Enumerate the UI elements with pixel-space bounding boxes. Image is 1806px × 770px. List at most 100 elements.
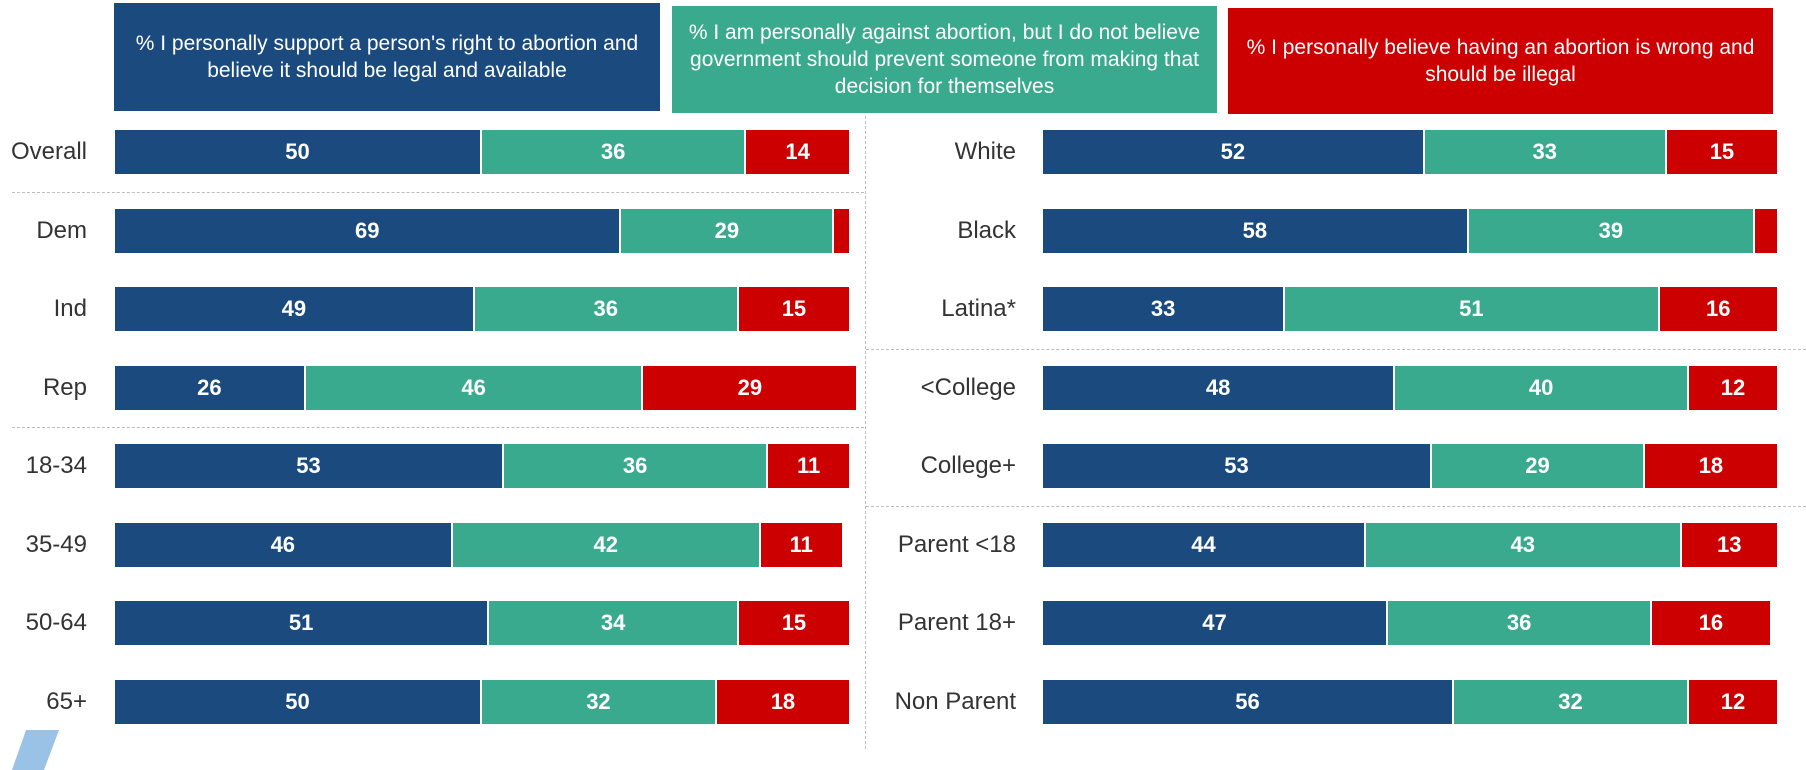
- bar-segment-against-personal: 46: [305, 366, 644, 410]
- bar-segment-against-personal: 39: [1468, 209, 1755, 253]
- stacked-bar: 49 36 15: [115, 287, 849, 331]
- category-label: Rep: [42, 374, 87, 401]
- bar-segment-against-personal: 36: [1387, 601, 1653, 645]
- bar-segment-against-personal: 32: [482, 680, 717, 724]
- bar-segment-support: 44: [1043, 523, 1366, 567]
- data-label: 42: [593, 532, 618, 557]
- bar-row: Black 58 39: [864, 209, 1777, 253]
- data-label: 46: [461, 375, 486, 400]
- bar-segment-support: 50: [115, 130, 482, 174]
- category-label: Overall: [10, 138, 87, 165]
- watermark-shape: [12, 730, 59, 770]
- data-label: 36: [1506, 610, 1532, 635]
- bar-segment-support: 46: [115, 523, 453, 567]
- bar-row: Dem 69 29: [0, 209, 849, 253]
- bar-segment-illegal: 15: [738, 287, 849, 331]
- bar-segment-illegal: 13: [1681, 523, 1777, 567]
- data-label: 69: [354, 218, 380, 243]
- bar-segment-illegal: [1754, 209, 1777, 253]
- data-label: 18: [770, 689, 796, 714]
- bar-segment-illegal: 18: [716, 680, 849, 724]
- bar-segment-support: 51: [115, 601, 490, 645]
- data-label: 47: [1202, 610, 1227, 635]
- data-label: 58: [1242, 218, 1268, 243]
- bar-row: 18-34 53 36 11: [0, 444, 849, 488]
- data-label: 16: [1706, 296, 1731, 321]
- data-label: 11: [796, 453, 821, 478]
- data-label: 29: [714, 218, 740, 243]
- bar-segment-against-personal: 51: [1285, 287, 1660, 331]
- category-label: Dem: [36, 217, 87, 244]
- bar-segment-support: 47: [1043, 601, 1388, 645]
- stacked-bar: 44 43 13: [1043, 523, 1777, 567]
- data-label: 39: [1598, 218, 1624, 243]
- data-label: 14: [785, 139, 810, 164]
- bar-row: Parent <18 44 43 13: [864, 523, 1777, 567]
- legend-support: % I personally support a person's right …: [114, 3, 660, 111]
- bar-segment-against-personal: 36: [504, 444, 769, 488]
- bar-segment-illegal: 16: [1659, 287, 1777, 331]
- bar-segment-against-personal: 36: [474, 287, 739, 331]
- category-label: Parent 18+: [897, 609, 1016, 636]
- data-label: 53: [1224, 453, 1249, 478]
- bar-segment-against-personal: 33: [1424, 130, 1667, 174]
- data-label: 48: [1205, 375, 1231, 400]
- data-label: 13: [1717, 532, 1742, 557]
- bar-row: College+ 53 29 18: [864, 444, 1777, 488]
- bar-row: Rep 26 46 29: [0, 366, 857, 410]
- data-label: 50: [285, 689, 310, 714]
- bar-segment-against-personal: 29: [1432, 444, 1645, 488]
- chart-panel-left: Overall 50 36 14 Dem 69 29 Ind 49 36 15 Rep 26 46 29 18…: [0, 116, 890, 749]
- bar-row: White 52 33 15: [864, 130, 1777, 174]
- bar-segment-against-personal: 36: [482, 130, 747, 174]
- category-label: Ind: [53, 295, 87, 322]
- group-separator: [12, 427, 864, 428]
- bar-row: Overall 50 36 14: [0, 130, 849, 174]
- bar-segment-illegal: 15: [1666, 130, 1777, 174]
- bar-row: Parent 18+ 47 36 16: [864, 601, 1777, 645]
- bar-segment-support: 56: [1043, 680, 1455, 724]
- bar-segment-support: 48: [1043, 366, 1396, 410]
- stacked-bar: 46 42 11: [115, 523, 849, 567]
- data-label: 15: [781, 610, 807, 635]
- bar-segment-illegal: 11: [768, 444, 849, 488]
- bar-row: Ind 49 36 15: [0, 287, 849, 331]
- stacked-bar: 51 34 15: [115, 601, 849, 645]
- bar-segment-against-personal: 42: [452, 523, 761, 567]
- category-label: Latina*: [941, 295, 1016, 322]
- data-label: 15: [781, 296, 807, 321]
- data-label: 52: [1220, 139, 1246, 164]
- data-label: 11: [789, 532, 813, 557]
- bar-segment-against-personal: 29: [621, 209, 835, 253]
- data-label: 26: [197, 375, 222, 400]
- data-label: 12: [1720, 375, 1746, 400]
- data-label: 18: [1698, 453, 1724, 478]
- data-label: 34: [600, 610, 626, 635]
- group-separator: [12, 191, 864, 193]
- data-label: 32: [1558, 689, 1583, 714]
- data-label: 36: [622, 453, 648, 478]
- data-label: 44: [1191, 532, 1216, 557]
- category-label: 50-64: [25, 609, 87, 636]
- data-label: 29: [737, 375, 763, 400]
- chart-panel-right: White 52 33 15 Black 58 39 Latina* 33 51 16 <Colleg…: [864, 116, 1806, 749]
- data-label: 29: [1525, 453, 1550, 478]
- panel-divider: [865, 116, 866, 749]
- bar-segment-illegal: [834, 209, 849, 253]
- stacked-bar: 52 33 15: [1043, 130, 1777, 174]
- bar-segment-support: 53: [1043, 444, 1433, 488]
- bar-segment-against-personal: 34: [489, 601, 739, 645]
- bar-segment-support: 26: [115, 366, 306, 410]
- bar-segment-support: 58: [1043, 209, 1469, 253]
- bar-segment-support: 49: [115, 287, 475, 331]
- bar-segment-illegal: 18: [1644, 444, 1777, 488]
- bar-segment-support: 50: [115, 680, 482, 724]
- bar-segment-against-personal: 32: [1454, 680, 1689, 724]
- stacked-bar: 47 36 16: [1043, 601, 1777, 645]
- data-label: 16: [1698, 610, 1724, 635]
- category-label: 18-34: [25, 452, 87, 479]
- data-label: 33: [1150, 296, 1176, 321]
- bar-segment-illegal: 12: [1688, 366, 1777, 410]
- stacked-bar: 53 29 18: [1043, 444, 1777, 488]
- stacked-bar: 56 32 12: [1043, 680, 1777, 724]
